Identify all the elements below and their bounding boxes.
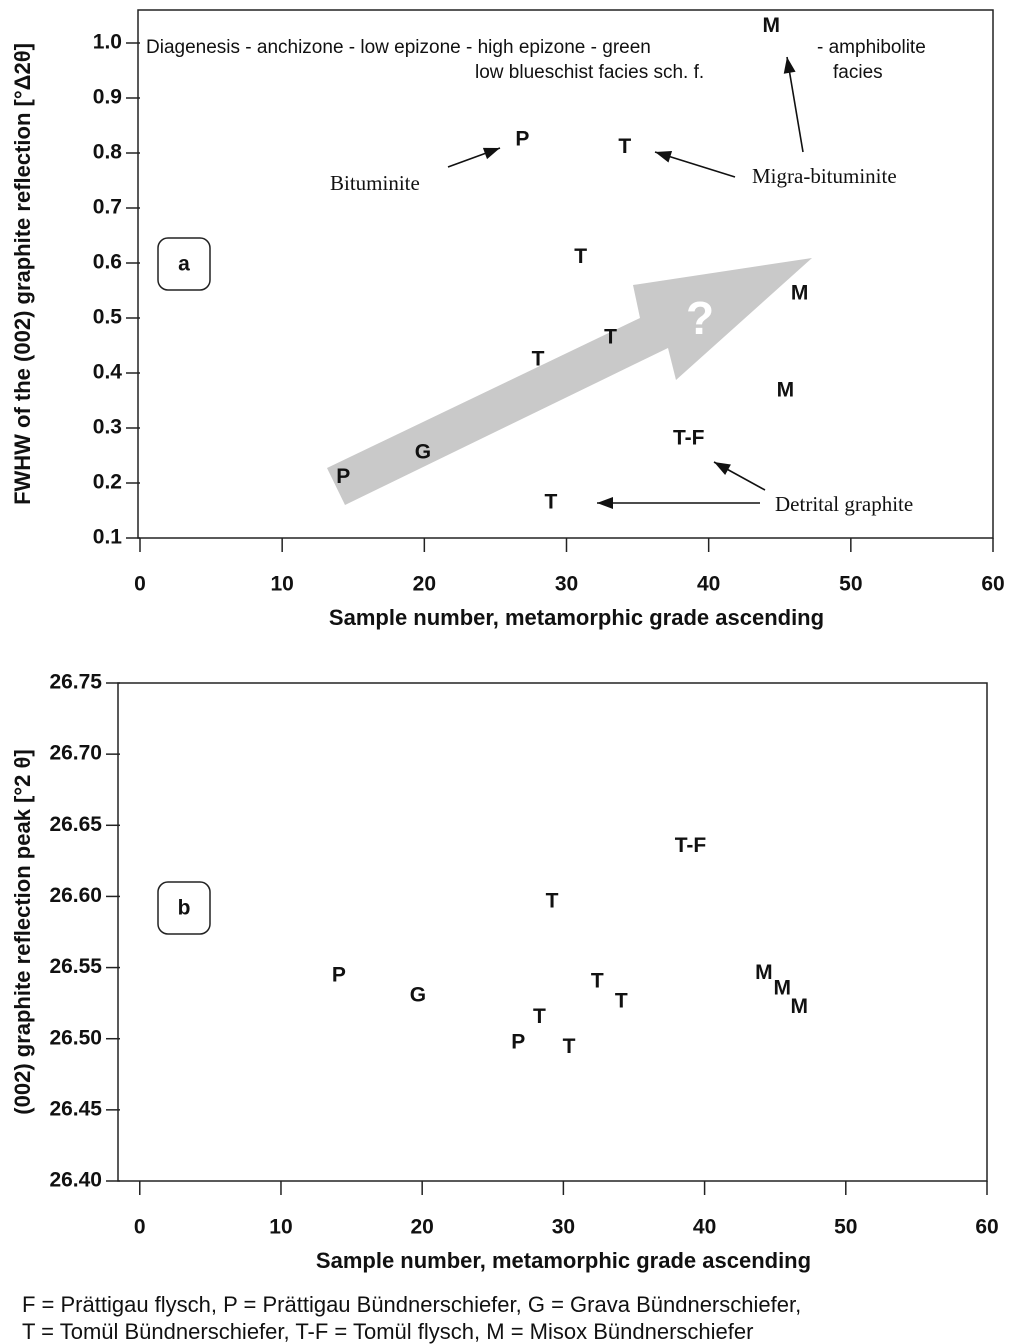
y-tick-label: 0.4 xyxy=(93,361,123,384)
x-tick-label: 30 xyxy=(552,1216,575,1239)
panel-label-box xyxy=(157,237,211,291)
point-marker: G xyxy=(410,984,426,1007)
annotation: facies xyxy=(833,62,883,83)
y-tick-label: 26.70 xyxy=(49,742,102,765)
y-tick-label: 26.45 xyxy=(49,1097,102,1120)
point-marker: P xyxy=(332,964,346,987)
y-tick-label: 26.60 xyxy=(49,884,102,907)
x-tick-label: 10 xyxy=(270,573,293,596)
point-marker: P xyxy=(336,465,350,488)
annotation: Bituminite xyxy=(330,171,420,195)
x-tick-label: 40 xyxy=(697,573,720,596)
annotation: low blueschist facies sch. f. xyxy=(475,62,704,83)
x-tick-label: 50 xyxy=(839,573,862,596)
point-marker: T xyxy=(618,135,631,158)
x-tick-label: 20 xyxy=(410,1216,433,1239)
panel-label-box xyxy=(157,881,211,935)
annotation: Migra-bituminite xyxy=(752,164,897,188)
point-marker: T xyxy=(574,245,587,268)
x-tick-label: 30 xyxy=(555,573,578,596)
y-tick-label: 0.1 xyxy=(93,526,123,549)
x-tick-label: 60 xyxy=(981,573,1004,596)
point-marker: M xyxy=(774,976,792,999)
panel-label: b xyxy=(178,897,191,920)
point-marker: T xyxy=(544,490,557,513)
x-tick-label: 60 xyxy=(975,1216,998,1239)
point-marker: M xyxy=(755,961,773,984)
point-marker: T xyxy=(546,890,559,913)
point-marker: T xyxy=(615,989,628,1012)
x-tick-label: 20 xyxy=(413,573,436,596)
plot-frame xyxy=(117,682,988,1182)
y-tick-label: 26.65 xyxy=(49,813,102,836)
y-tick-label: 26.75 xyxy=(49,671,102,694)
point-marker: T-F xyxy=(673,427,705,450)
point-marker: T xyxy=(591,969,604,992)
point-marker: M xyxy=(777,379,795,402)
x-tick-label: 40 xyxy=(693,1216,716,1239)
arrow-head xyxy=(482,147,500,160)
y-tick-label: 0.8 xyxy=(93,141,123,164)
arrow-head xyxy=(783,57,796,74)
arrow-head xyxy=(714,462,731,475)
point-marker: P xyxy=(511,1031,525,1054)
x-tick-label: 0 xyxy=(134,573,146,596)
point-marker: M xyxy=(791,281,809,304)
trend-arrow xyxy=(327,258,812,505)
caption: T = Tomül Bündnerschiefer, T-F = Tomül f… xyxy=(22,1319,753,1344)
arrow-head xyxy=(597,497,613,509)
annotation: - amphibolite xyxy=(817,37,926,58)
annotation-arrow xyxy=(786,56,804,153)
point-marker: T xyxy=(533,1005,546,1028)
y-tick-label: 0.2 xyxy=(93,471,122,494)
y-tick-label: 0.5 xyxy=(93,306,123,329)
y-axis-title: (002) graphite reflection peak [°2 θ] xyxy=(10,749,35,1114)
point-marker: M xyxy=(762,14,780,37)
y-tick-label: 0.3 xyxy=(93,416,122,439)
plot-frame xyxy=(137,9,994,539)
y-tick-label: 26.55 xyxy=(49,955,102,978)
point-marker: T xyxy=(604,325,617,348)
x-tick-label: 50 xyxy=(834,1216,857,1239)
panel-label: a xyxy=(178,253,190,276)
annotation: Diagenesis - anchizone - low epizone - h… xyxy=(146,37,651,58)
point-marker: P xyxy=(515,127,529,150)
y-tick-label: 0.7 xyxy=(93,196,122,219)
y-tick-label: 26.50 xyxy=(49,1026,102,1049)
point-marker: T-F xyxy=(675,834,707,857)
annotation: Detrital graphite xyxy=(775,492,913,516)
caption: F = Prättigau flysch, P = Prättigau Bünd… xyxy=(22,1292,801,1317)
y-tick-label: 26.40 xyxy=(49,1169,102,1192)
x-tick-label: 10 xyxy=(269,1216,292,1239)
y-tick-label: 1.0 xyxy=(93,31,122,54)
point-marker: T xyxy=(532,347,545,370)
x-axis-title: Sample number, metamorphic grade ascendi… xyxy=(316,1248,811,1273)
x-axis-title: Sample number, metamorphic grade ascendi… xyxy=(329,605,824,630)
x-tick-label: 0 xyxy=(134,1216,146,1239)
arrow-head xyxy=(655,151,673,163)
y-axis-title: FWHW of the (002) graphite reflection [°… xyxy=(10,43,35,505)
y-tick-label: 0.6 xyxy=(93,251,122,274)
annotation: ? xyxy=(686,292,714,344)
point-marker: M xyxy=(790,995,808,1018)
y-tick-label: 0.9 xyxy=(93,86,122,109)
point-marker: T xyxy=(563,1035,576,1058)
point-marker: G xyxy=(415,440,431,463)
